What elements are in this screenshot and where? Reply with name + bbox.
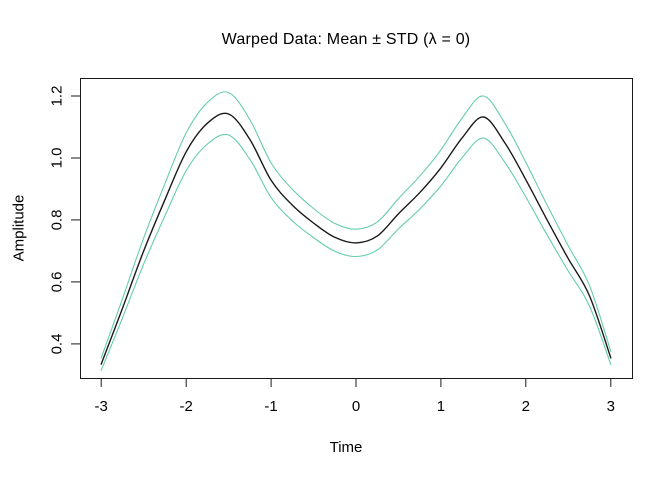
curve-mean xyxy=(100,112,612,365)
x-tick-label: 1 xyxy=(436,398,446,415)
x-tick-label: 3 xyxy=(606,398,615,415)
plot-box xyxy=(80,78,633,379)
plot-title: Warped Data: Mean ± STD (λ = 0) xyxy=(221,31,471,48)
y-tick-label: 0.6 xyxy=(48,271,66,293)
y-axis-label: Amplitude xyxy=(10,194,28,262)
x-axis-label: Time xyxy=(329,439,363,456)
curve-mean_minus_std xyxy=(100,133,612,371)
x-tick-label: -3 xyxy=(94,398,108,415)
y-tick-label: 0.8 xyxy=(48,209,66,231)
x-tick-label: -2 xyxy=(179,398,193,415)
y-tick-label: 1.2 xyxy=(48,85,66,107)
x-tick-label: -1 xyxy=(264,398,278,415)
y-tick-label: 0.4 xyxy=(48,333,66,355)
x-tick-label: 0 xyxy=(351,398,361,415)
y-tick-label: 1.0 xyxy=(48,147,66,169)
x-tick-label: 2 xyxy=(521,398,531,415)
curve-mean_plus_std xyxy=(100,91,612,359)
